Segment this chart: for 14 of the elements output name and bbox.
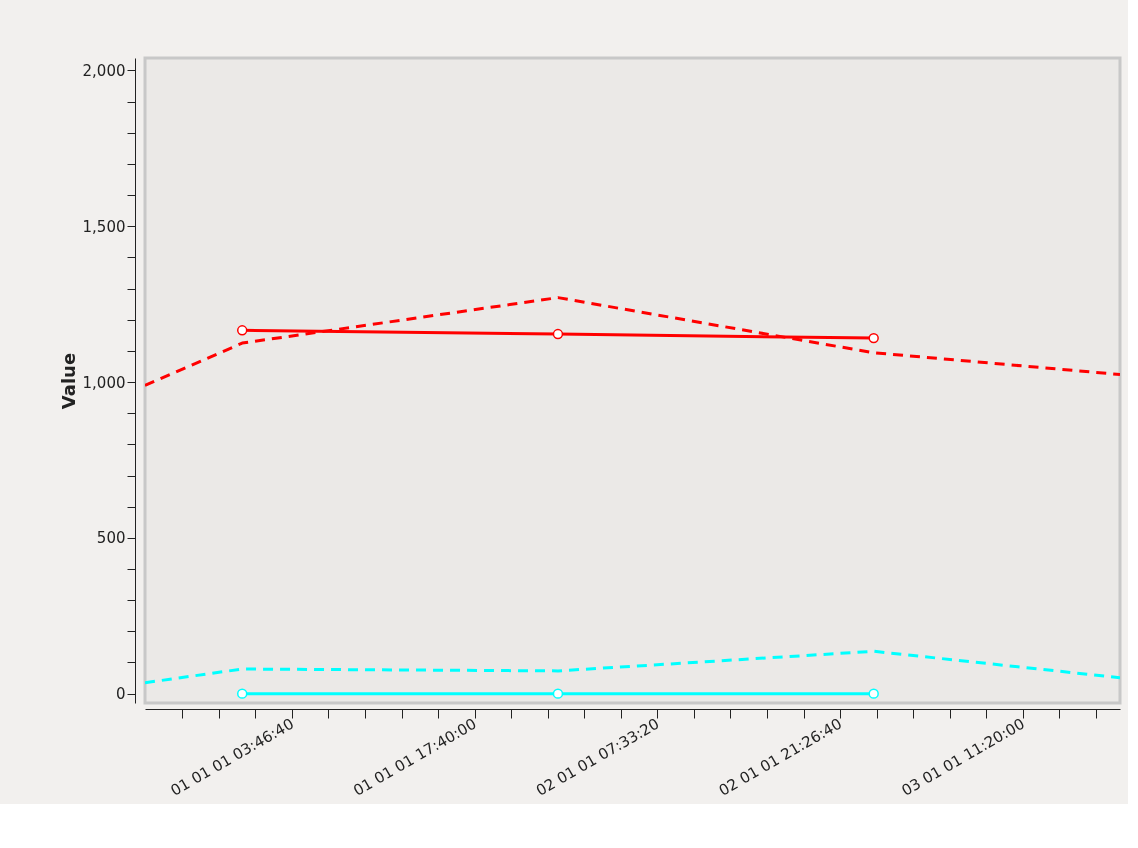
y-tick-label: 1,500	[82, 217, 126, 236]
point	[868, 688, 879, 699]
y-tick-label: 2,000	[82, 61, 126, 80]
point	[236, 688, 248, 699]
y-tick-label: 1,000	[82, 373, 126, 392]
point	[552, 328, 564, 340]
point	[868, 332, 879, 344]
y-tick-label: 500	[96, 529, 126, 548]
point	[236, 325, 248, 336]
line-series	[145, 649, 1120, 685]
point	[552, 688, 564, 699]
y-tick-label: 0	[115, 685, 126, 704]
line-series	[145, 296, 1120, 387]
y-axis-title: Value	[57, 352, 79, 410]
